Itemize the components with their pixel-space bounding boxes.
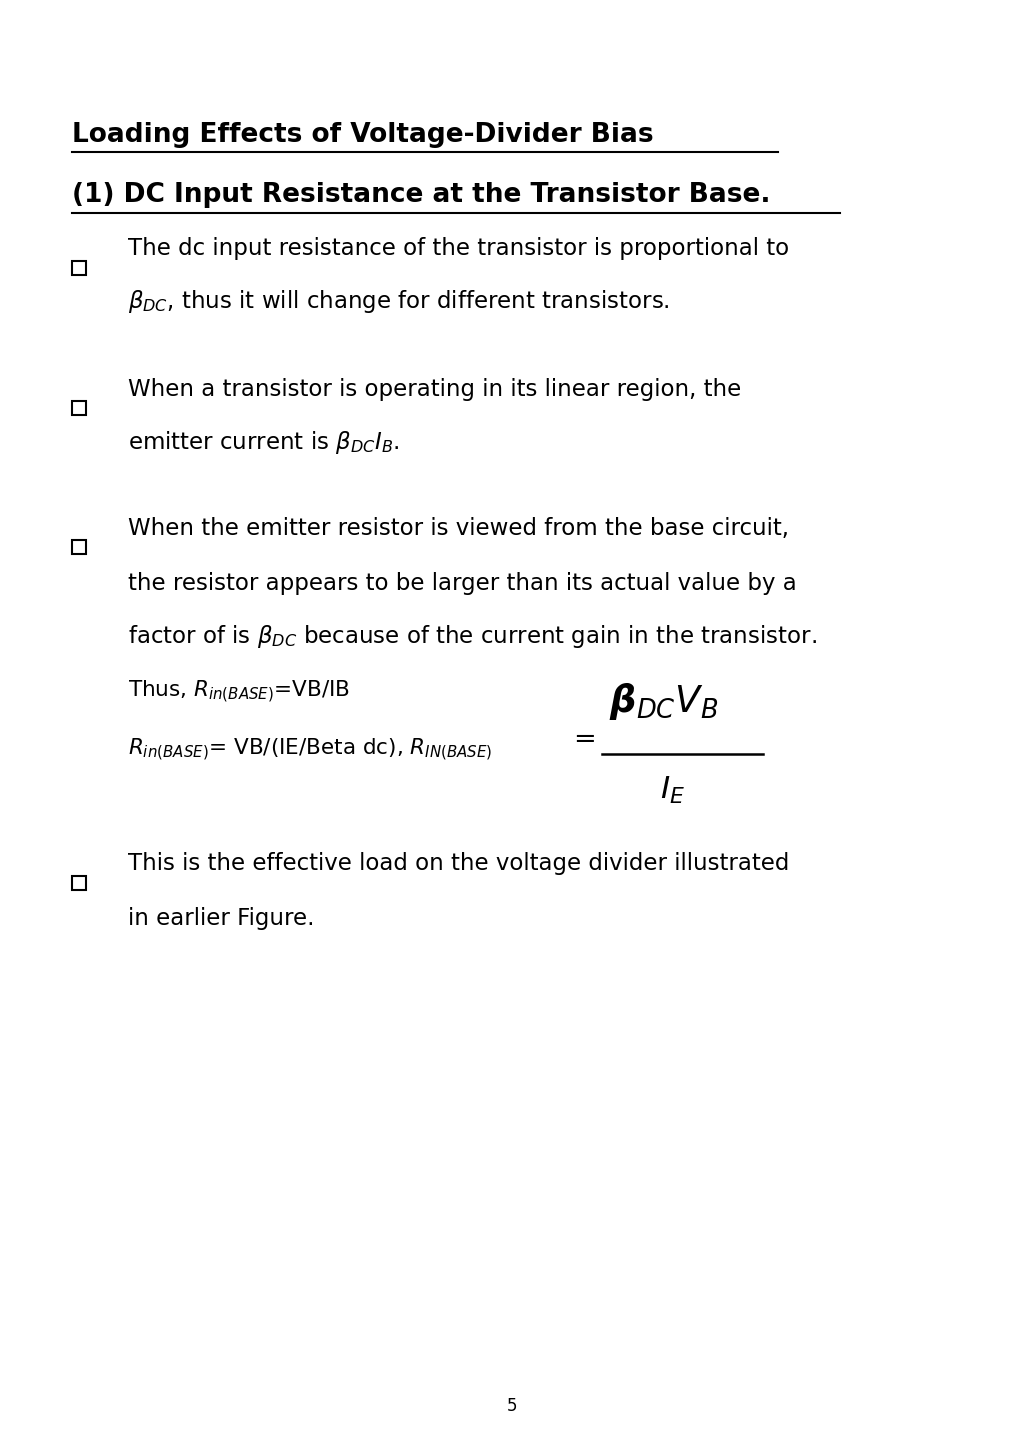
Text: factor of is $\beta_{DC}$ because of the current gain in the transistor.: factor of is $\beta_{DC}$ because of the…	[128, 622, 817, 650]
Text: in earlier Figure.: in earlier Figure.	[128, 907, 314, 930]
Text: 5: 5	[507, 1398, 517, 1415]
Text: $=$: $=$	[568, 725, 596, 751]
Text: $\beta_{DC}$, thus it will change for different transistors.: $\beta_{DC}$, thus it will change for di…	[128, 288, 670, 315]
Text: When the emitter resistor is viewed from the base circuit,: When the emitter resistor is viewed from…	[128, 517, 790, 540]
Text: Thus, $R_{in(BASE)}$=VB/IB: Thus, $R_{in(BASE)}$=VB/IB	[128, 679, 350, 705]
Bar	[72, 540, 86, 554]
Bar	[72, 401, 86, 415]
Text: emitter current is $\beta_{DC}I_B$.: emitter current is $\beta_{DC}I_B$.	[128, 428, 399, 456]
Bar	[72, 260, 86, 275]
Text: the resistor appears to be larger than its actual value by a: the resistor appears to be larger than i…	[128, 572, 797, 595]
Text: (1) DC Input Resistance at the Transistor Base.: (1) DC Input Resistance at the Transisto…	[72, 182, 770, 208]
Text: $I_E$: $I_E$	[660, 776, 685, 806]
Text: When a transistor is operating in its linear region, the: When a transistor is operating in its li…	[128, 378, 741, 401]
Text: $R_{in(BASE)}$= VB/(IE/Beta dc), $R_{IN(BASE)}$: $R_{in(BASE)}$= VB/(IE/Beta dc), $R_{IN(…	[128, 737, 493, 763]
Bar	[72, 875, 86, 890]
Text: Loading Effects of Voltage-Divider Bias: Loading Effects of Voltage-Divider Bias	[72, 122, 653, 148]
Text: The dc input resistance of the transistor is proportional to: The dc input resistance of the transisto…	[128, 237, 790, 260]
Text: This is the effective load on the voltage divider illustrated: This is the effective load on the voltag…	[128, 852, 790, 875]
Text: $\boldsymbol{\beta}_{DC}V_B$: $\boldsymbol{\beta}_{DC}V_B$	[609, 682, 719, 722]
